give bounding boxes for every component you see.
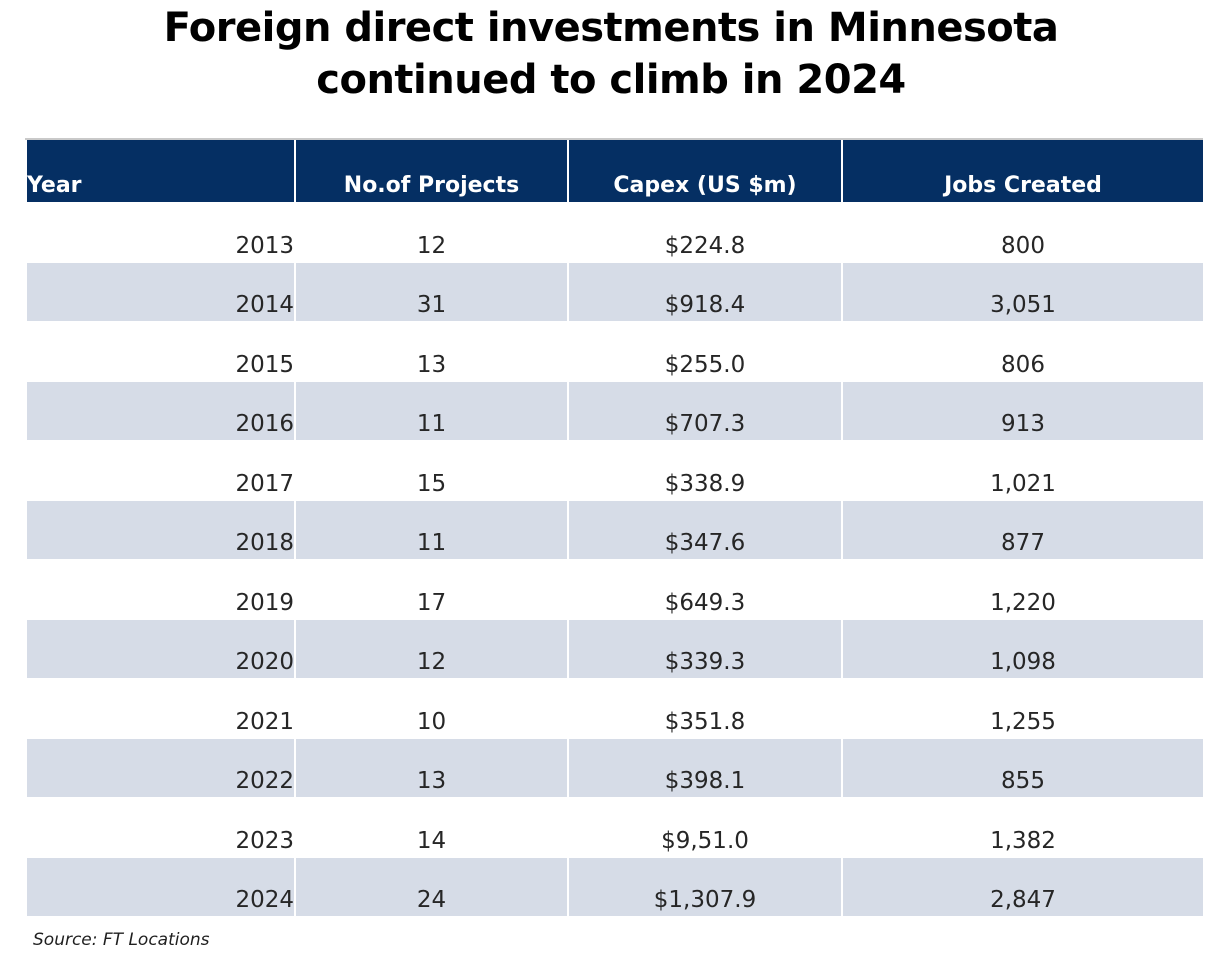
fdi-table: Year No.of Projects Capex (US $m) Jobs C…	[27, 140, 1203, 916]
cell-year: 2023	[27, 797, 296, 857]
cell-jobs: 913	[843, 380, 1203, 440]
table-row: 2021 10 $351.8 1,255	[27, 678, 1203, 738]
cell-year: 2019	[27, 559, 296, 619]
table-row: 2015 13 $255.0 806	[27, 321, 1203, 381]
cell-projects: 15	[296, 440, 569, 500]
cell-projects: 31	[296, 261, 569, 321]
cell-capex: $398.1	[569, 737, 843, 797]
cell-jobs: 3,051	[843, 261, 1203, 321]
cell-projects: 13	[296, 321, 569, 381]
cell-capex: $224.8	[569, 202, 843, 262]
cell-capex: $351.8	[569, 678, 843, 738]
chart-title-line-1: Foreign direct investments in Minnesota	[163, 5, 1059, 51]
cell-jobs: 855	[843, 737, 1203, 797]
table-top-rule	[25, 138, 1203, 140]
column-header-projects: No.of Projects	[296, 140, 569, 202]
cell-capex: $707.3	[569, 380, 843, 440]
source-note: Source: FT Locations	[33, 930, 210, 950]
cell-jobs: 877	[843, 499, 1203, 559]
cell-capex: $339.3	[569, 618, 843, 678]
cell-year: 2024	[27, 856, 296, 916]
cell-jobs: 1,255	[843, 678, 1203, 738]
cell-jobs: 1,220	[843, 559, 1203, 619]
table-row: 2018 11 $347.6 877	[27, 499, 1203, 559]
cell-year: 2017	[27, 440, 296, 500]
table-body: 2013 12 $224.8 800 2014 31 $918.4 3,051 2015 13 $2…	[27, 202, 1203, 916]
cell-jobs: 800	[843, 202, 1203, 262]
cell-projects: 14	[296, 797, 569, 857]
cell-jobs: 1,382	[843, 797, 1203, 857]
chart-title-line-2: continued to climb in 2024	[316, 57, 906, 103]
table-row: 2023 14 $9,51.0 1,382	[27, 797, 1203, 857]
table-row: 2022 13 $398.1 855	[27, 737, 1203, 797]
table-row: 2017 15 $338.9 1,021	[27, 440, 1203, 500]
cell-capex: $255.0	[569, 321, 843, 381]
chart-title: Foreign direct investments in Minnesota …	[0, 2, 1222, 106]
cell-capex: $649.3	[569, 559, 843, 619]
cell-projects: 13	[296, 737, 569, 797]
cell-capex: $918.4	[569, 261, 843, 321]
cell-projects: 24	[296, 856, 569, 916]
cell-projects: 11	[296, 499, 569, 559]
cell-year: 2015	[27, 321, 296, 381]
table-header-row: Year No.of Projects Capex (US $m) Jobs C…	[27, 140, 1203, 202]
cell-projects: 10	[296, 678, 569, 738]
table-row: 2019 17 $649.3 1,220	[27, 559, 1203, 619]
cell-year: 2014	[27, 261, 296, 321]
cell-capex: $347.6	[569, 499, 843, 559]
cell-projects: 11	[296, 380, 569, 440]
cell-jobs: 1,021	[843, 440, 1203, 500]
cell-year: 2021	[27, 678, 296, 738]
cell-jobs: 806	[843, 321, 1203, 381]
cell-projects: 12	[296, 202, 569, 262]
column-header-year: Year	[27, 140, 296, 202]
cell-jobs: 2,847	[843, 856, 1203, 916]
cell-year: 2022	[27, 737, 296, 797]
cell-year: 2020	[27, 618, 296, 678]
cell-capex: $338.9	[569, 440, 843, 500]
cell-year: 2018	[27, 499, 296, 559]
cell-projects: 17	[296, 559, 569, 619]
cell-year: 2013	[27, 202, 296, 262]
table-row: 2020 12 $339.3 1,098	[27, 618, 1203, 678]
column-header-jobs: Jobs Created	[843, 140, 1203, 202]
table-row: 2024 24 $1,307.9 2,847	[27, 856, 1203, 916]
cell-jobs: 1,098	[843, 618, 1203, 678]
column-header-capex: Capex (US $m)	[569, 140, 843, 202]
table-row: 2014 31 $918.4 3,051	[27, 261, 1203, 321]
cell-year: 2016	[27, 380, 296, 440]
cell-capex: $9,51.0	[569, 797, 843, 857]
cell-capex: $1,307.9	[569, 856, 843, 916]
table-row: 2016 11 $707.3 913	[27, 380, 1203, 440]
cell-projects: 12	[296, 618, 569, 678]
table-row: 2013 12 $224.8 800	[27, 202, 1203, 262]
